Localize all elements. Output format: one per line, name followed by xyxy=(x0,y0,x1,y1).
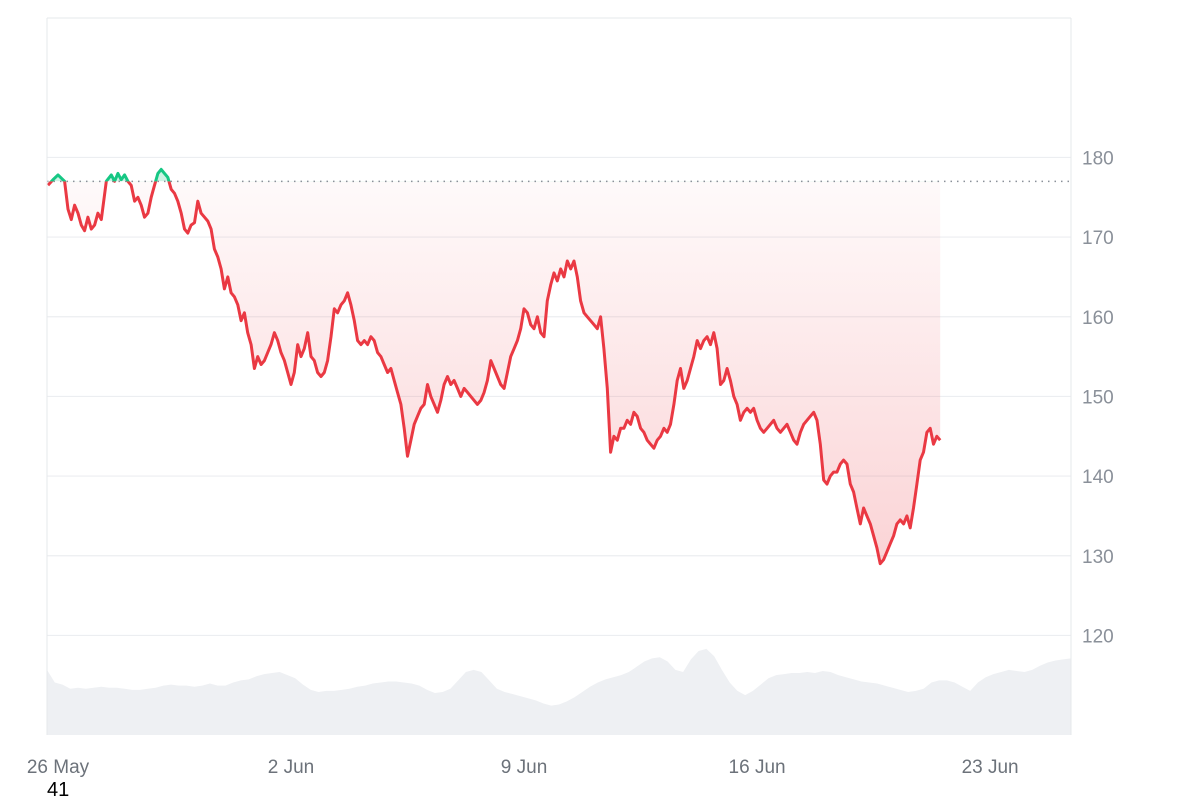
y-tick-label: 130 xyxy=(1082,547,1114,568)
y-tick-label: 180 xyxy=(1082,148,1114,169)
x-tick-label: 26 May xyxy=(27,757,90,778)
plot-frame xyxy=(46,17,1072,735)
x-axis: 26 May 2 Jun 9 Jun 16 Jun 23 Jun xyxy=(27,757,1019,778)
y-tick-label: 150 xyxy=(1082,387,1114,408)
volume-area xyxy=(47,648,1071,735)
y-tick-label: 140 xyxy=(1082,467,1114,488)
price-line-below-baseline[interactable] xyxy=(46,169,942,566)
x-tick-label: 16 Jun xyxy=(729,757,786,778)
footer-number: 41 xyxy=(47,779,70,801)
x-tick-label: 9 Jun xyxy=(501,757,547,778)
x-tick-label: 2 Jun xyxy=(268,757,314,778)
y-tick-label: 170 xyxy=(1082,228,1114,249)
x-tick-label: 23 Jun xyxy=(962,757,1019,778)
y-tick-label: 160 xyxy=(1082,308,1114,329)
below-baseline-area xyxy=(48,181,941,564)
y-axis: 120 130 140 150 160 170 180 xyxy=(1082,148,1114,647)
y-tick-label: 120 xyxy=(1082,626,1114,647)
